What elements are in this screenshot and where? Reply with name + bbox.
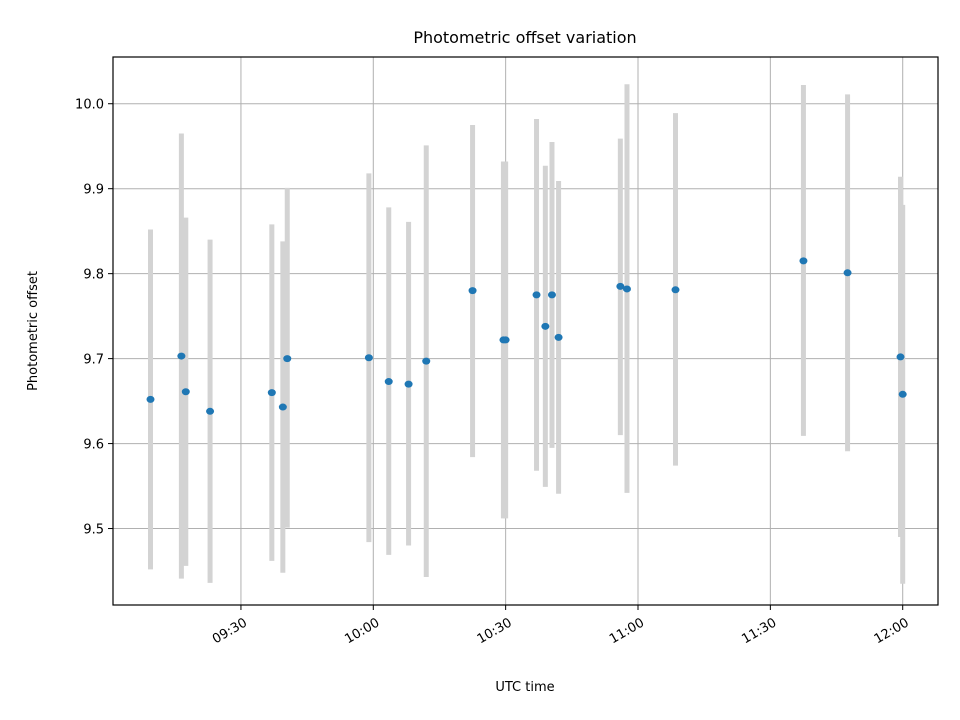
data-point	[404, 380, 413, 388]
data-point	[554, 333, 563, 341]
data-point	[146, 395, 155, 403]
data-point	[181, 388, 190, 396]
data-point	[283, 355, 292, 363]
data-point	[468, 287, 477, 295]
data-point	[267, 389, 276, 397]
data-point	[843, 269, 852, 277]
data-point	[422, 357, 431, 365]
data-point	[799, 257, 808, 265]
x-axis-label: UTC time	[495, 680, 554, 695]
data-point	[622, 285, 631, 293]
y-tick-label: 10.0	[75, 98, 104, 113]
data-point	[541, 322, 550, 330]
y-tick-label: 9.8	[83, 268, 104, 283]
chart-title: Photometric offset variation	[413, 28, 636, 47]
data-point	[278, 403, 287, 411]
y-tick-label: 9.5	[83, 523, 104, 538]
data-point	[177, 352, 186, 360]
data-point	[896, 353, 905, 361]
data-point	[384, 378, 393, 386]
plot-frame	[112, 56, 939, 606]
y-axis-label: Photometric offset	[26, 271, 41, 391]
y-tick-label: 9.9	[83, 183, 104, 198]
y-tick-label: 9.6	[83, 438, 104, 453]
data-point	[364, 354, 373, 362]
y-tick-label: 9.7	[83, 353, 104, 368]
data-point	[671, 286, 680, 294]
data-point	[532, 291, 541, 299]
data-point	[547, 291, 556, 299]
data-point	[898, 390, 907, 398]
data-point	[501, 336, 510, 344]
data-points	[146, 257, 907, 415]
data-point	[616, 282, 625, 290]
data-point	[206, 407, 215, 415]
